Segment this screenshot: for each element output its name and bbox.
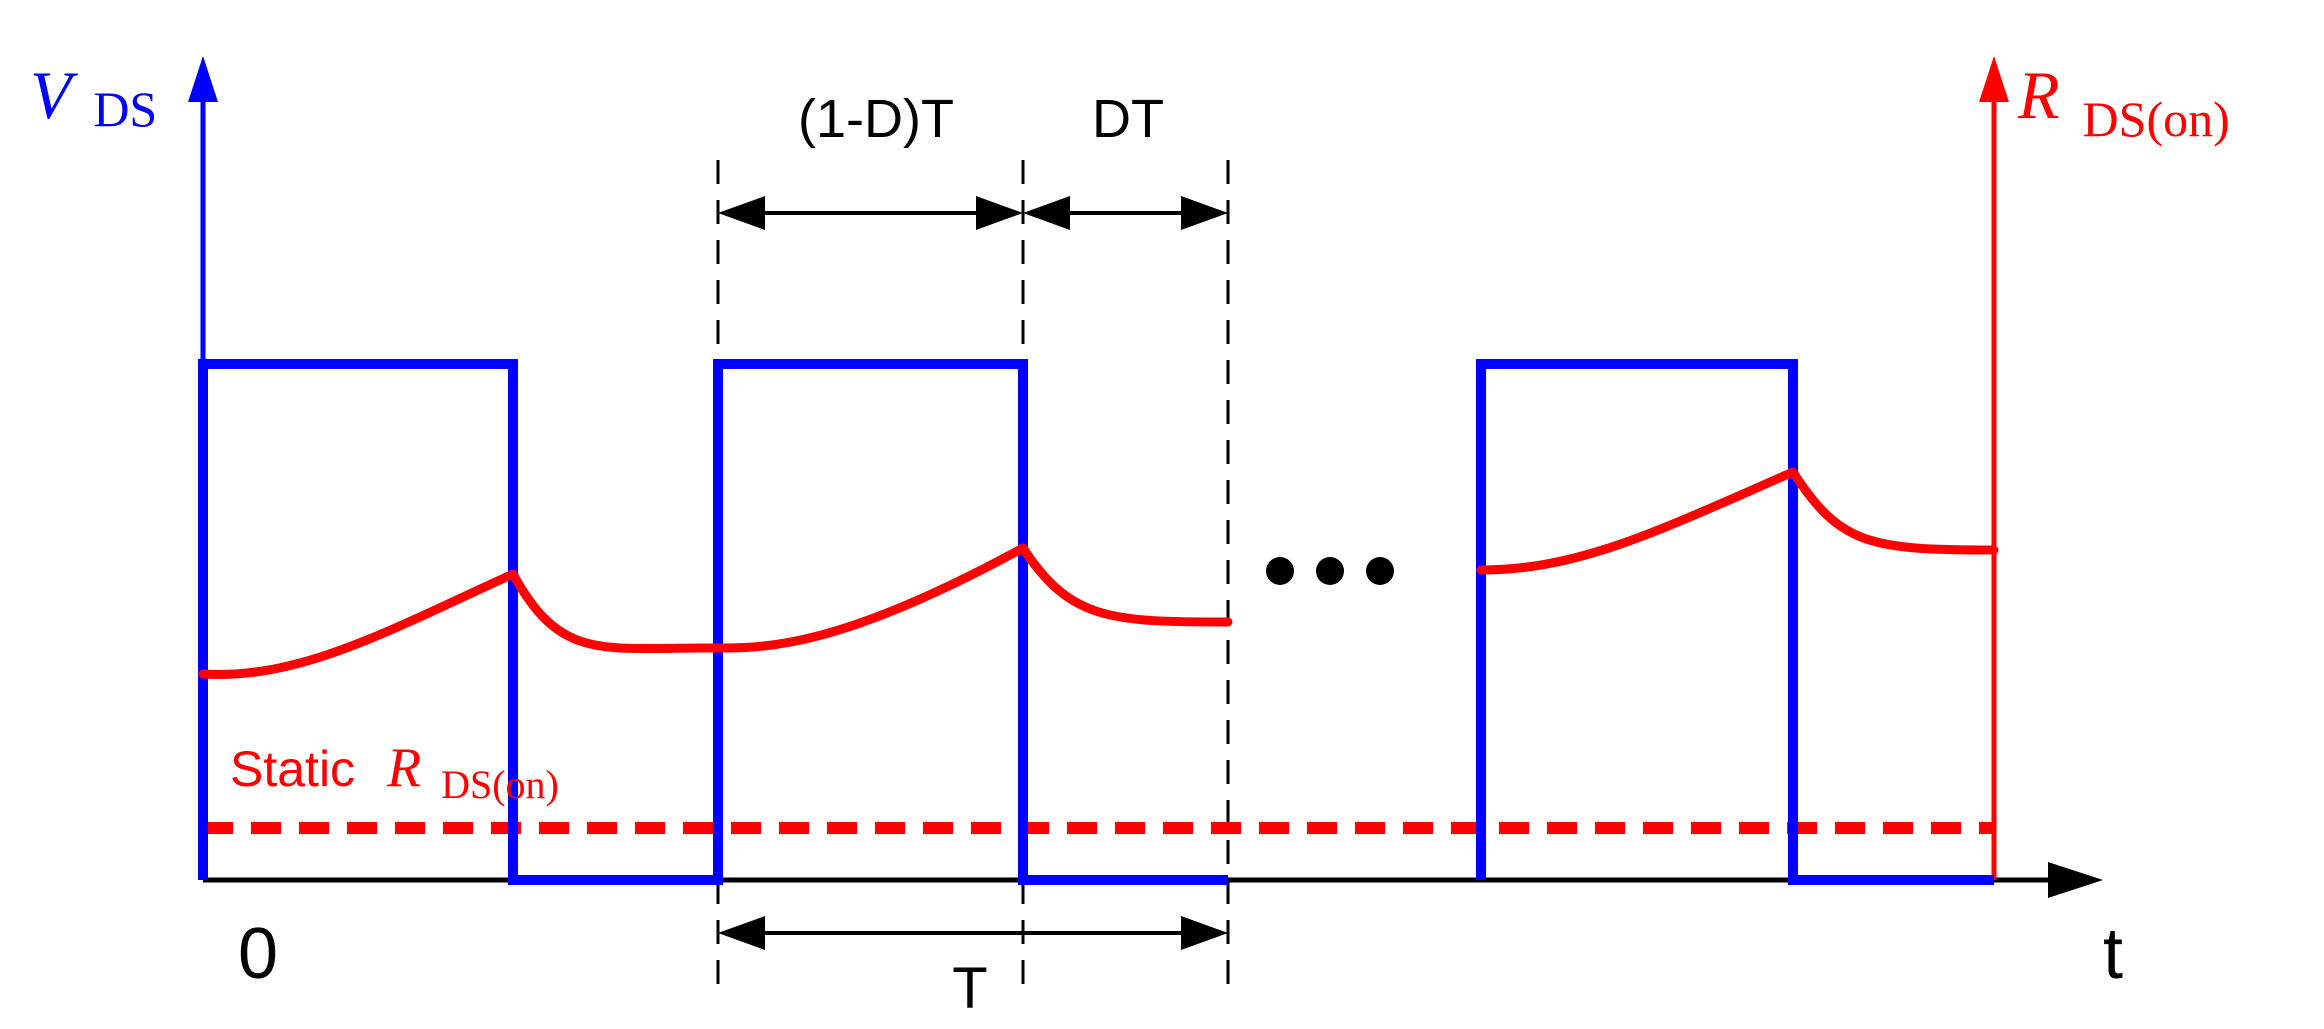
off-interval-left-arrowhead (718, 196, 765, 230)
off-interval-right-arrowhead (976, 196, 1023, 230)
period-label: T (952, 956, 987, 1021)
time-label: t (2103, 914, 2123, 994)
period-right-arrowhead (1181, 916, 1228, 950)
on-interval-label: DT (1092, 89, 1164, 149)
off-interval-label: (1-D)T (798, 89, 954, 149)
rds-axis-label: R DS(on) (2017, 57, 2230, 147)
rdson-waveform-part-1 (198, 543, 1233, 679)
time-axis-arrowhead (2048, 862, 2103, 898)
vds-waveform-part-2 (1476, 359, 1994, 885)
on-interval-right-arrowhead (1181, 196, 1228, 230)
vds-axis-label: V DS (30, 57, 157, 137)
vds-waveform-part-1 (198, 359, 1228, 885)
continuation-dots-icon (1266, 557, 1394, 585)
static-rdson-label: Static R DS(on) (230, 737, 559, 807)
rds-axis-arrowhead (1979, 56, 2009, 102)
rdson-waveform-part-2 (1476, 467, 1999, 575)
vds-axis-arrowhead (188, 56, 218, 102)
origin-label: 0 (238, 914, 278, 994)
period-left-arrowhead (718, 916, 765, 950)
on-interval-left-arrowhead (1023, 196, 1070, 230)
